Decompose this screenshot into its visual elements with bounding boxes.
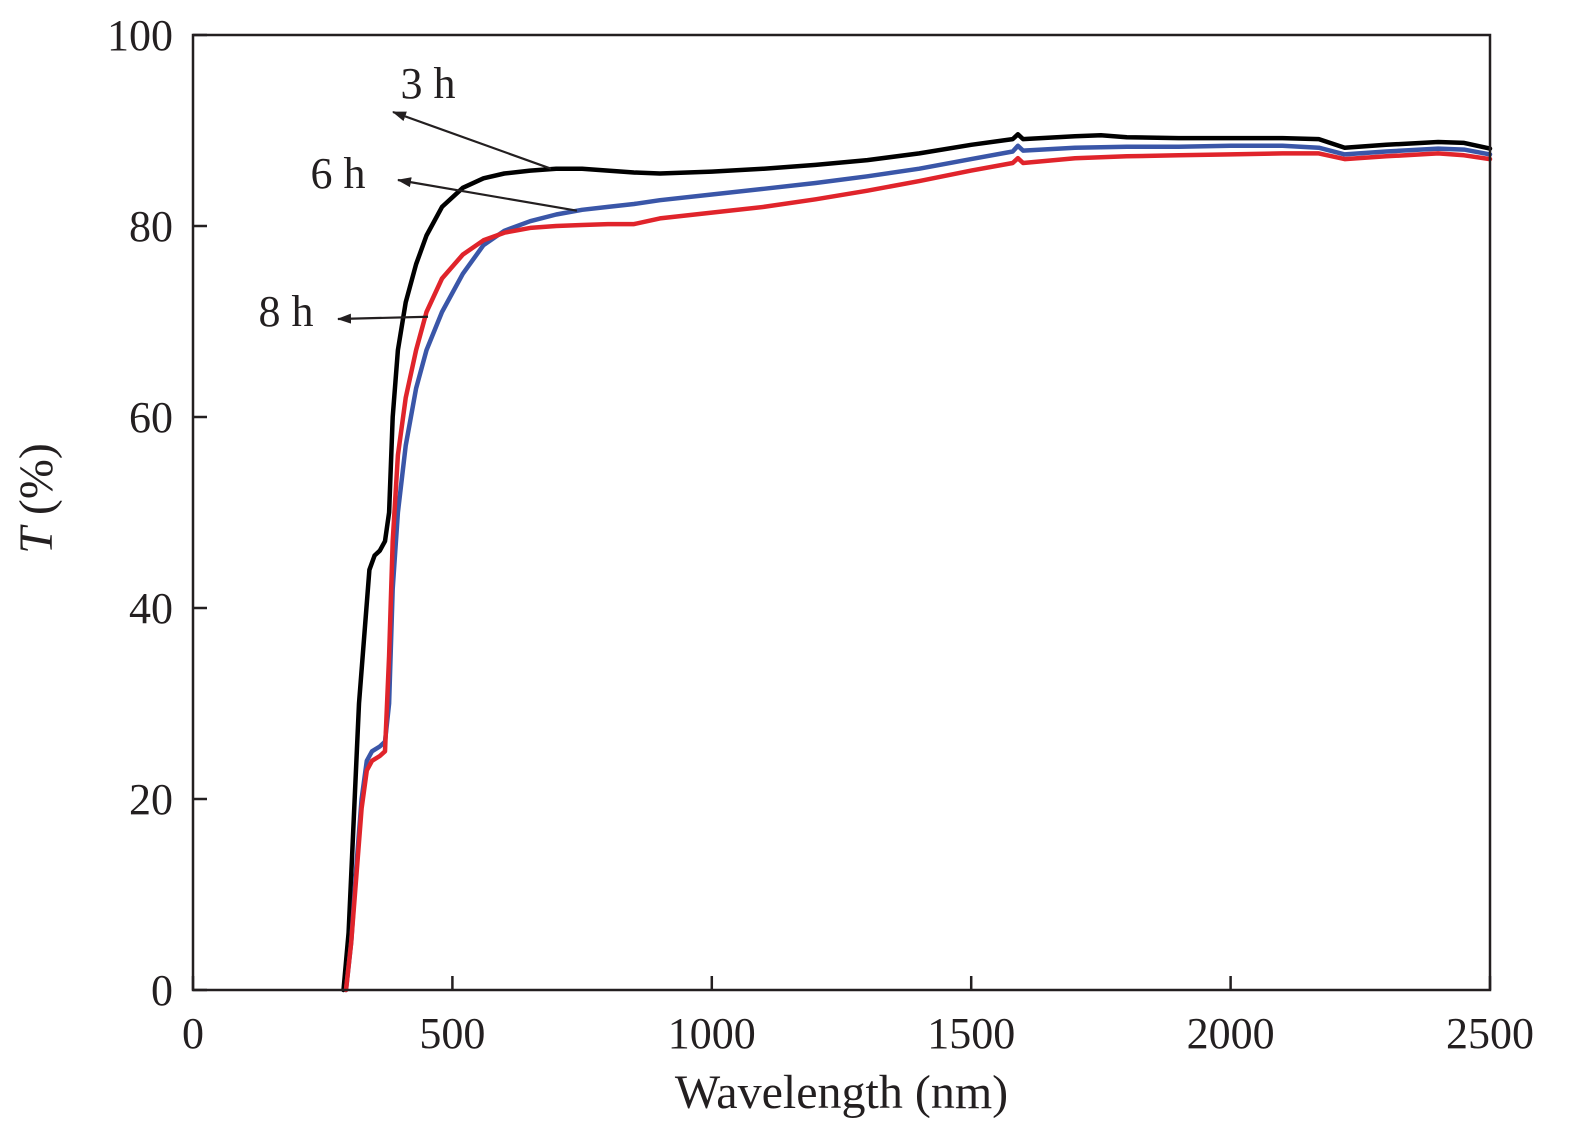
plot-frame xyxy=(191,33,1492,992)
y-tick-label: 40 xyxy=(129,584,173,633)
annotation-arrow xyxy=(392,110,552,170)
tick-layer: 0 500 1000 1500 2000 2500 0 20 40 60 80 100 xyxy=(107,11,1534,1058)
annotation-layer: 3 h 6 h 8 h xyxy=(259,59,578,336)
y-tick-label: 60 xyxy=(129,393,173,442)
x-tick-label: 500 xyxy=(419,1009,485,1058)
series-line-8h xyxy=(343,151,1493,993)
annotation-label: 6 h xyxy=(311,149,366,198)
x-tick-label: 1500 xyxy=(927,1009,1015,1058)
series-line-6h xyxy=(343,143,1493,993)
annotation-label: 8 h xyxy=(259,287,314,336)
y-tick-label: 100 xyxy=(107,11,173,60)
annotation-arrow xyxy=(397,177,578,212)
y-tick-label: 20 xyxy=(129,775,173,824)
x-tick-label: 1000 xyxy=(668,1009,756,1058)
series-line-3h xyxy=(341,132,1493,993)
annotation-arrow xyxy=(337,313,429,324)
y-tick-label: 0 xyxy=(151,966,173,1015)
y-tick-label: 80 xyxy=(129,202,173,251)
series-layer xyxy=(341,132,1493,993)
y-axis-title-unit: (%) xyxy=(10,443,63,527)
y-axis-title: T (%) xyxy=(10,443,63,554)
annotation-label: 3 h xyxy=(401,59,456,108)
x-tick-label: 2500 xyxy=(1446,1009,1534,1058)
x-tick-label: 0 xyxy=(182,1009,204,1058)
x-tick-label: 2000 xyxy=(1187,1009,1275,1058)
x-axis-title: Wavelength (nm) xyxy=(675,1066,1008,1119)
y-axis-title-symbol: T xyxy=(10,524,63,554)
